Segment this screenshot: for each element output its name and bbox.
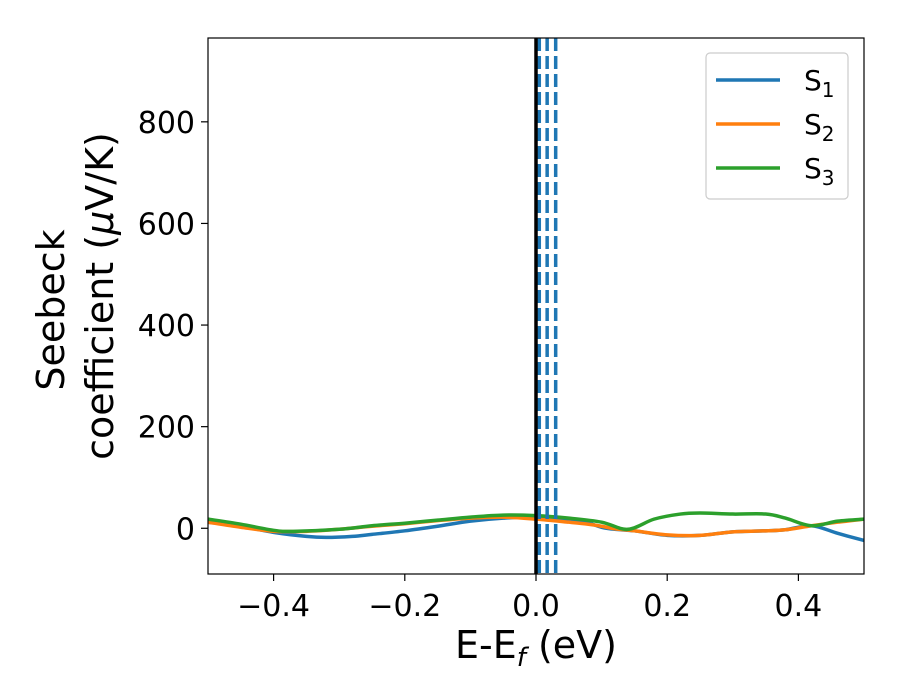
legend-label-s2: S2 [804,108,835,146]
y-tick-label: 0 [176,512,195,547]
y-axis-label-line2: coefficient (μV/K) [78,132,122,460]
series-line-s3 [208,511,864,534]
x-axis-label: E-Ef (eV) [455,623,617,673]
legend-box [705,52,849,200]
plot-area [208,38,864,574]
x-tick-label: −0.4 [237,589,310,624]
y-axis-label-line1: Seebeck [29,229,73,390]
data-layer [208,38,864,574]
y-axis-label: Seebeck coefficient (μV/K) [29,132,122,460]
x-tick-label: 0.0 [512,589,560,624]
y-tick-label: 200 [138,411,195,446]
legend-label-s1: S1 [804,64,835,102]
x-tick-label: 0.2 [643,589,691,624]
y-tick-label: 400 [138,309,195,344]
x-tick-label: 0.4 [775,589,823,624]
y-tick-label: 600 [138,207,195,242]
legend: S1 S2 S3 [705,52,849,200]
ticks-layer: −0.4 −0.2 0.0 0.2 0.4 0 200 400 600 800 [138,106,823,624]
legend-items: S1 S2 S3 [716,64,835,190]
y-tick-label: 800 [138,106,195,141]
legend-label-s3: S3 [804,152,835,190]
x-tick-label: −0.2 [368,589,441,624]
